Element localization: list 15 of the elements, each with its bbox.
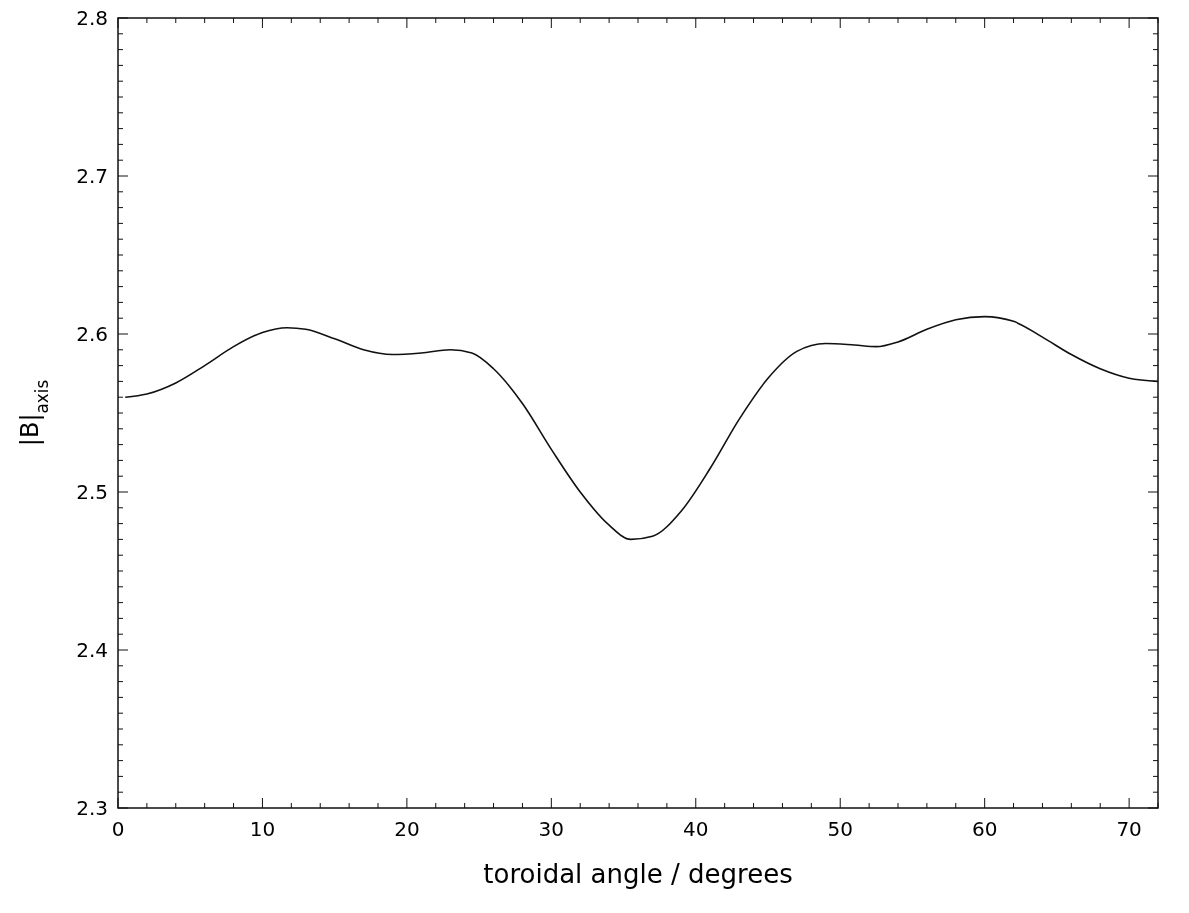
x-axis-title: toroidal angle / degrees [483,859,793,889]
x-tick-label: 20 [394,817,420,841]
x-tick-label: 30 [538,817,565,841]
y-tick-label: 2.6 [76,322,108,346]
y-tick-label: 2.7 [76,164,108,188]
x-tick-label: 60 [971,817,998,841]
x-tick-label: 0 [111,817,125,841]
y-tick-label: 2.8 [76,6,108,30]
x-tick-label: 40 [683,817,709,841]
x-tick-label: 70 [1116,817,1142,841]
x-tick-label: 10 [249,817,276,841]
y-tick-label: 2.5 [76,480,108,504]
y-tick-label: 2.4 [76,638,108,662]
x-tick-label: 50 [827,817,853,841]
y-tick-label: 2.3 [76,796,108,820]
